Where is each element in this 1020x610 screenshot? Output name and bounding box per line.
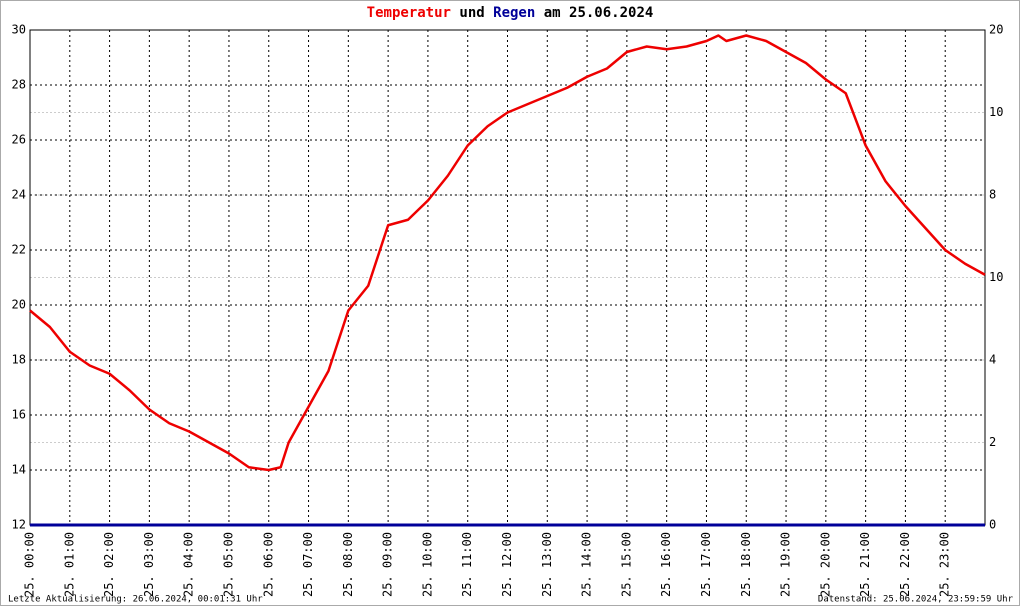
x-tick-label: 25. 13:00 [540,532,554,597]
y-tick-label: 24 [12,188,26,202]
x-tick-label: 25. 02:00 [102,532,116,597]
title-connector: und [459,5,484,21]
x-tick-label: 25. 10:00 [420,532,434,597]
x-tick-label: 25. 16:00 [659,532,673,597]
y-tick-label: 26 [12,133,26,147]
x-tick-label: 25. 15:00 [619,532,633,597]
y-tick-label: 18 [12,353,26,367]
y2-tick-label: 2 [989,435,996,449]
y-tick-label: 14 [12,463,26,477]
x-tick-label: 25. 04:00 [182,532,196,597]
y2-tick-label: 4 [989,353,996,367]
x-tick-label: 25. 03:00 [142,532,156,597]
footer-right: Datenstand: 25.06.2024, 23:59:59 Uhr [818,595,1014,605]
y2-tick-label: 10 [989,105,1003,119]
y2-tick-label: 8 [989,188,996,202]
y2-tick-label: 10 [989,270,1003,284]
chart-title: Temperatur und Regen am 25.06.2024 [367,5,654,21]
y-tick-label: 12 [12,518,26,532]
y2-tick-label: 20 [989,23,1003,37]
x-tick-label: 25. 08:00 [341,532,355,597]
y-tick-label: 30 [12,23,26,37]
title-series: Temperatur [367,5,451,21]
x-tick-label: 25. 18:00 [739,532,753,597]
x-tick-label: 25. 01:00 [62,532,76,597]
x-tick-label: 25. 22:00 [898,532,912,597]
y-tick-label: 16 [12,408,26,422]
x-tick-label: 25. 09:00 [381,532,395,597]
x-tick-label: 25. 19:00 [779,532,793,597]
series-line [29,34,986,472]
y-tick-label: 22 [12,243,26,257]
x-tick-label: 25. 23:00 [938,532,952,597]
title-suffix: am 25.06.2024 [544,5,654,21]
footer-left: Letzte Aktualisierung: 26.06.2024, 00:01… [8,595,263,605]
x-tick-label: 25. 05:00 [221,532,235,597]
x-tick-label: 25. 12:00 [500,532,514,597]
x-tick-label: 25. 06:00 [261,532,275,597]
title-series: Regen [493,5,535,21]
y2-tick-label: 0 [989,518,996,532]
x-tick-label: 25. 17:00 [699,532,713,597]
x-tick-label: 25. 00:00 [23,532,37,597]
x-tick-label: 25. 07:00 [301,532,315,597]
y-tick-label: 28 [12,78,26,92]
x-tick-label: 25. 11:00 [460,532,474,597]
y-tick-label: 20 [12,298,26,312]
x-tick-label: 25. 21:00 [858,532,872,597]
x-tick-label: 25. 20:00 [818,532,832,597]
x-tick-label: 25. 14:00 [580,532,594,597]
